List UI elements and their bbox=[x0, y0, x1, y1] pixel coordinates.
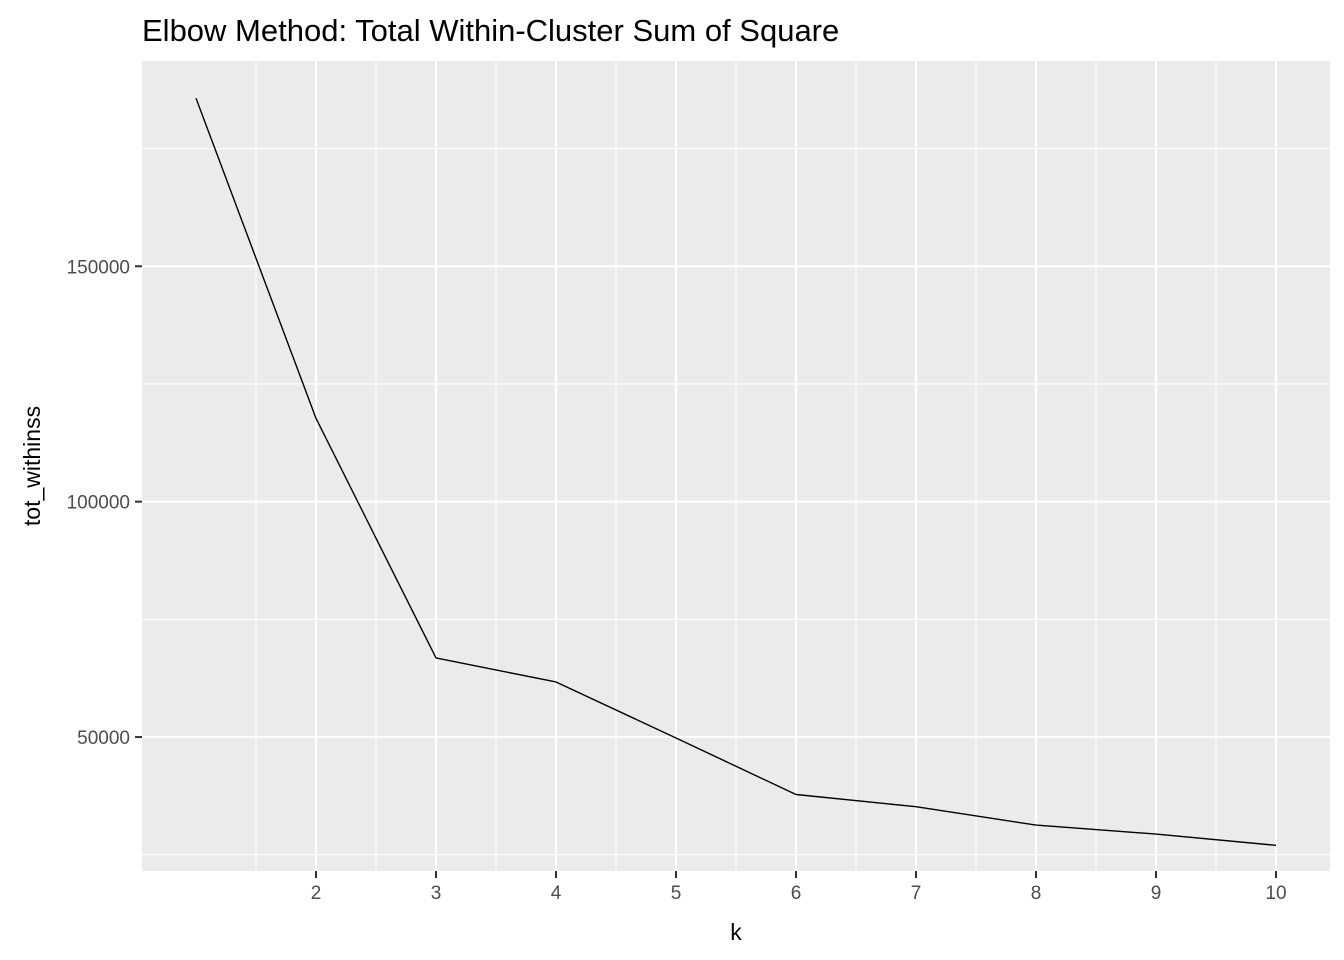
y-tick-label: 150000 bbox=[67, 257, 130, 278]
x-tick-label: 6 bbox=[791, 883, 802, 904]
x-tick-label: 3 bbox=[431, 883, 442, 904]
x-tick-label: 7 bbox=[911, 883, 922, 904]
x-tick-label: 4 bbox=[551, 883, 562, 904]
minor-gridlines bbox=[142, 61, 1330, 871]
x-axis: 2 3 4 5 6 7 8 9 10 bbox=[311, 871, 1287, 904]
y-axis-title: tot_withinss bbox=[19, 406, 45, 526]
chart-title: Elbow Method: Total Within-Cluster Sum o… bbox=[142, 13, 839, 48]
x-tick-label: 8 bbox=[1031, 883, 1042, 904]
x-tick-label: 2 bbox=[311, 883, 322, 904]
y-tick-label: 100000 bbox=[67, 493, 130, 514]
y-axis: 50000 100000 150000 bbox=[67, 257, 142, 749]
x-axis-title: k bbox=[730, 919, 742, 945]
x-tick-label: 10 bbox=[1265, 883, 1286, 904]
x-tick-label: 9 bbox=[1151, 883, 1162, 904]
series-line bbox=[195, 97, 1277, 847]
major-gridlines bbox=[142, 61, 1330, 871]
y-tick-label: 50000 bbox=[77, 728, 130, 749]
x-tick-label: 5 bbox=[671, 883, 682, 904]
series-layer bbox=[195, 97, 1277, 847]
